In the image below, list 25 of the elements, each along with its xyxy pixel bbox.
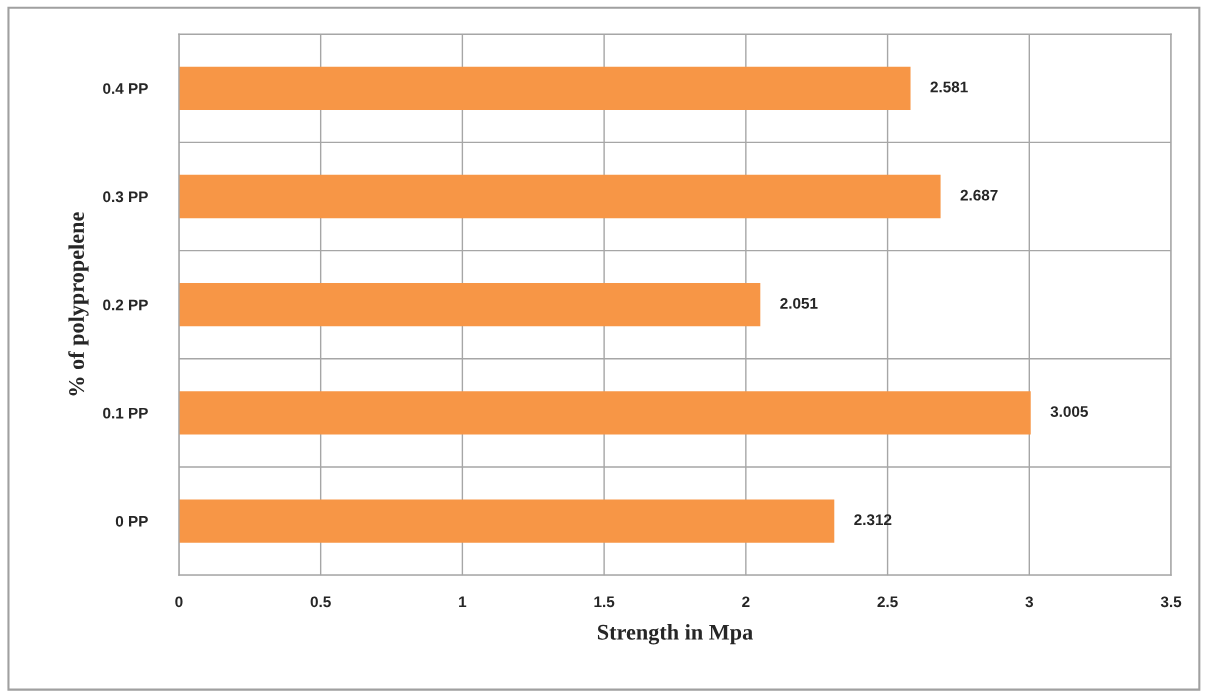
bar (178, 66, 911, 110)
x-tick-label: 1 (459, 596, 467, 608)
x-tick-label: 3.5 (1160, 596, 1182, 608)
y-tick-label: 0 PP (115, 515, 148, 527)
data-label: 2.051 (780, 297, 818, 309)
x-axis-title: Strength in Mpa (597, 624, 753, 645)
x-tick-label: 0 (175, 596, 183, 608)
x-tick-label: 0.5 (310, 596, 331, 608)
data-label: 2.687 (960, 189, 998, 201)
bar (178, 283, 761, 327)
data-label: 2.581 (930, 81, 968, 93)
bar (178, 499, 835, 543)
bar (178, 391, 1031, 435)
x-tick-label: 2 (742, 596, 750, 608)
y-tick-label: 0.2 PP (103, 299, 148, 311)
data-label: 3.005 (1050, 406, 1088, 417)
y-axis-title: % of polypropelene (68, 212, 89, 396)
y-tick-label: 0.1 PP (103, 407, 148, 419)
y-tick-label: 0.4 PP (103, 83, 148, 94)
x-tick-label: 1.5 (594, 596, 615, 608)
x-tick-label: 2.5 (877, 596, 898, 608)
y-tick-label: 0.3 PP (103, 191, 148, 203)
x-tick-label: 3 (1025, 596, 1033, 608)
data-label: 2.312 (854, 514, 892, 526)
bar (178, 174, 941, 219)
